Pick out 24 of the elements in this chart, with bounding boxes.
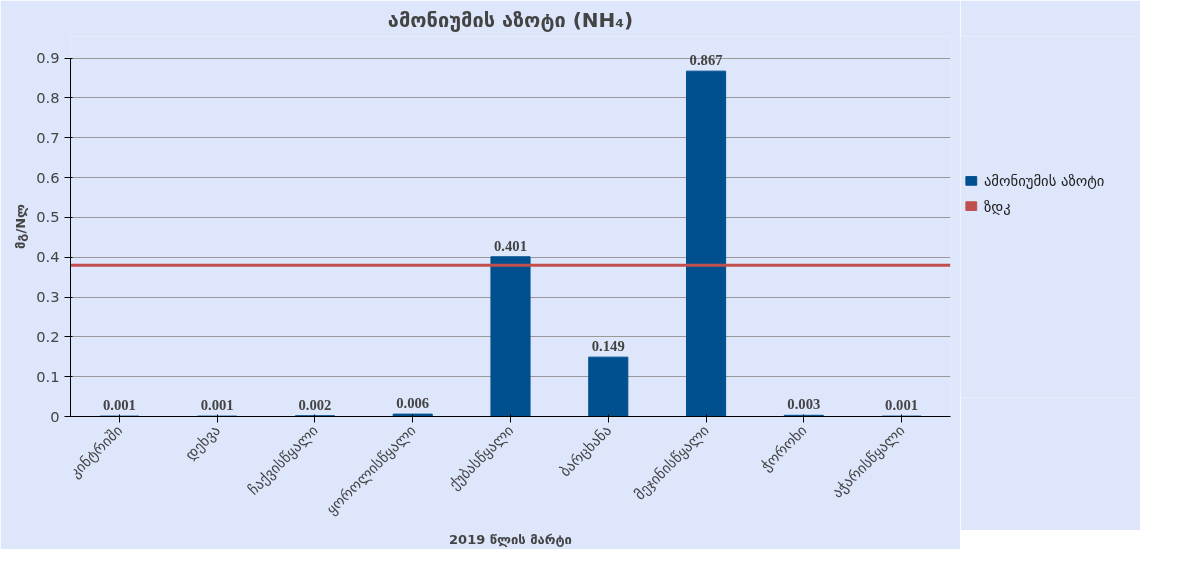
data-label: 0.001 [885,397,919,414]
data-label: 0.006 [396,395,430,412]
y-tick-label: 0.8 [36,88,60,106]
y-tick-label: 0.6 [36,168,60,186]
y-tick-label: 0.2 [36,327,60,345]
y-tick-label: 0.7 [36,128,60,146]
data-label: 0.001 [102,397,136,414]
y-tick-label: 0.4 [36,248,60,266]
y-tick-label: 0.5 [36,208,60,226]
legend-label: ზდკ [983,197,1011,215]
y-axis-title: მგ/Nლ [13,203,29,250]
data-label: 0.002 [298,396,332,413]
y-tick-label: 0.1 [36,367,60,385]
y-tick-label: 0 [50,407,60,425]
data-label: 0.401 [494,237,527,254]
y-tick-label: 0.3 [36,288,60,305]
legend-label: ამონიუმის აზოტი [983,172,1105,190]
y-tick-label: 0.9 [36,49,60,67]
x-axis-title: 2019 წლის მარტი [449,531,572,547]
data-label: 0.867 [689,52,723,69]
data-label: 0.003 [787,396,821,413]
chart-title: ამონიუმის აზოტი (NH₄) [387,7,634,32]
data-label: 0.149 [591,338,625,355]
data-label: 0.001 [200,397,234,414]
